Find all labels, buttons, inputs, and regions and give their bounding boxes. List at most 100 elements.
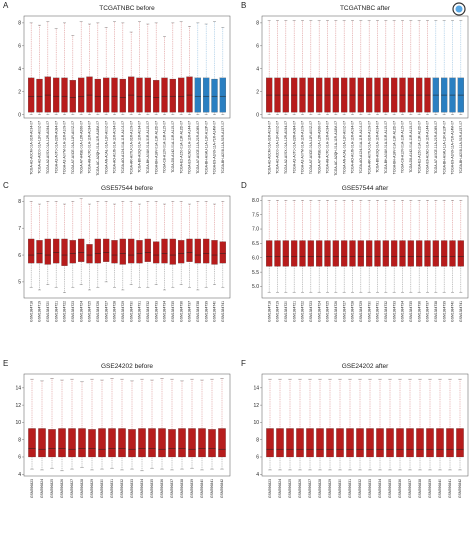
x-tick-label: TCGA-A2-A0SX-01A-12R-A084-07 [46,121,50,174]
x-tick-label: GSM596833 [130,479,134,498]
box [128,429,136,458]
chart-title: GSE24202 before [101,363,153,370]
y-tick-label: 6.0 [252,255,259,261]
x-tick-label: TCGA-B6-A0IQ-01A-11R-A034-07 [138,121,142,173]
box [208,429,216,458]
box [366,240,373,267]
box [274,240,281,267]
box [58,428,66,458]
box [336,428,344,458]
x-tick-label: GSM1384732 [146,301,150,322]
x-tick-label: GSM596835 [150,479,154,498]
y-tick-label: 10 [15,420,21,426]
x-tick-label: GSM1384721 [54,301,58,322]
x-tick-label: TCGA-A2-A0D0-01A-11R-A00Z-07 [38,121,42,174]
box [186,76,193,113]
x-tick-label: TCGA-AR-A0TU-01A-31R-A109-07 [367,121,371,175]
x-tick-label: TCGA-A2-A0CM-01A-31R-A034-07 [267,121,271,175]
x-tick-label: GSM1384728 [351,301,355,322]
plot-frame [23,15,231,119]
box [316,428,324,458]
box [374,240,381,267]
x-tick-label: TCGA-E9-A1N9-11A-71R-A14M-07 [213,121,217,175]
y-tick-label: 7.0 [252,227,259,233]
y-tick-label: 7.5 [252,212,259,218]
x-tick-label: GSM596832 [358,479,362,498]
box [426,428,434,458]
box [111,77,118,113]
box [136,77,143,113]
x-tick-label: GSM1384738 [434,301,438,322]
box [424,240,431,267]
box [436,428,444,458]
plot-frame [23,195,231,299]
x-tick-label: GSM1384719 [38,301,42,322]
box [28,77,35,113]
box [136,240,143,264]
x-tick-label: TCGA-BH-A0AV-01A-31R-A115-07 [384,121,388,174]
box [218,428,226,458]
box [178,240,185,264]
y-tick-label: 6.5 [252,241,259,247]
box [118,428,126,458]
x-tick-label: GSM596834 [140,479,144,498]
x-tick-label: GSM596831 [348,479,352,498]
x-tick-label: GSM1384731 [138,301,142,322]
x-tick-label: GSM596826 [298,479,302,498]
box [161,238,168,264]
plot-frame [261,373,469,477]
box [316,240,323,267]
box [178,428,186,458]
y-tick-label: 2 [18,89,21,95]
x-tick-label: GSM1384736 [417,301,421,322]
x-tick-label: TCGA-C8-A12V-01A-11R-A115-07 [163,121,167,173]
x-tick-label: GSM596838 [180,479,184,498]
x-tick-label: GSM596828 [318,479,322,498]
y-tick-label: 12 [253,403,259,409]
x-tick-label: GSM596842 [220,479,224,498]
x-tick-label: GSM1384738 [196,301,200,322]
x-tick-label: TCGA-A2-A0SX-01A-12R-A084-07 [284,121,288,174]
x-tick-label: TCGA-A2-A0CM-01A-31R-A034-07 [29,121,33,175]
box [366,428,374,458]
box [386,428,394,458]
plot-frame [261,195,469,299]
x-tick-label: GSM1384733 [392,301,396,322]
box [168,429,176,458]
y-tick-label: 14 [253,386,259,392]
y-tick-label: 8 [256,21,259,27]
x-tick-label: TCGA-BH-A18V-01A-11R-A12D-07 [392,121,396,174]
x-tick-label: TCGA-BH-A0AV-01A-31R-A115-07 [146,121,150,174]
box [111,240,118,264]
x-tick-label: TCGA-A2-A0T0-01A-22R-A084-07 [292,121,296,174]
x-tick-label: TCGA-A7-A0CE-01A-11R-A00Z-07 [309,121,313,174]
x-tick-label: TCGA-E9-A1ND-01A-11R-A144-07 [188,121,192,174]
x-tick-label: GSM596840 [438,479,442,498]
box [128,76,135,113]
zoom-icon [452,2,466,16]
x-tick-label: GSM1384736 [179,301,183,322]
box [416,428,424,458]
box [86,76,93,113]
box [296,428,304,458]
box [103,238,110,262]
x-tick-label: TCGA-BH-A18V-01A-11R-A12D-07 [154,121,158,174]
box [326,428,334,458]
x-tick-label: TCGA-E9-A1N9-11A-71R-A14M-07 [451,121,455,175]
y-tick-label: 8 [256,437,259,443]
plot-frame [23,373,231,477]
x-tick-label: TCGA-BH-A208-11A-51R-A157-07 [459,121,463,174]
box [286,428,294,458]
y-tick-label: 0 [256,112,259,118]
box [203,77,210,113]
y-tick-label: 4 [18,472,21,478]
y-tick-label: 6 [18,455,21,461]
box [144,238,151,262]
box [44,76,51,113]
box [94,238,101,264]
box [406,428,414,458]
x-tick-label: GSM596842 [458,479,462,498]
box [108,428,116,458]
x-tick-label: GSM596840 [200,479,204,498]
y-tick-label: 4 [256,472,259,478]
